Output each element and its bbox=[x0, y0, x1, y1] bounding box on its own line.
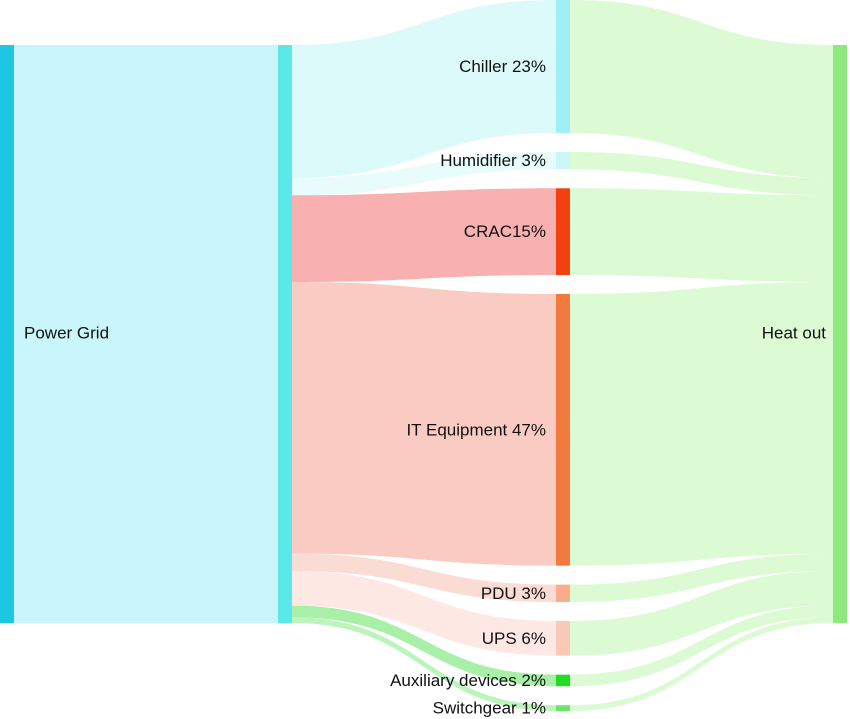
node-label: Humidifier 3% bbox=[440, 151, 546, 170]
node bbox=[556, 0, 570, 133]
flow bbox=[292, 151, 556, 196]
flow bbox=[292, 570, 556, 656]
node-label: Chiller 23% bbox=[459, 57, 546, 76]
source-flow bbox=[14, 45, 278, 623]
sink-node bbox=[833, 45, 847, 623]
node bbox=[556, 151, 570, 170]
node-label: IT Equipment 47% bbox=[406, 420, 546, 439]
node-label: CRAC15% bbox=[464, 222, 546, 241]
flow bbox=[292, 553, 556, 602]
source-label: Power Grid bbox=[24, 323, 109, 342]
flow bbox=[570, 570, 833, 656]
flow bbox=[292, 281, 556, 566]
node-label: Switchgear 1% bbox=[433, 699, 546, 718]
flow bbox=[292, 605, 556, 687]
node-label: PDU 3% bbox=[481, 584, 546, 603]
flow bbox=[292, 617, 556, 711]
node bbox=[556, 293, 570, 566]
node-label: Auxiliary devices 2% bbox=[390, 671, 546, 690]
flow bbox=[570, 151, 833, 196]
flow bbox=[570, 188, 833, 282]
labels: Power Grid Heat out Chiller 23% Humidifie… bbox=[24, 57, 826, 718]
flow bbox=[570, 0, 833, 178]
node bbox=[556, 584, 570, 602]
sink-label: Heat out bbox=[762, 323, 827, 342]
flow bbox=[292, 188, 556, 282]
flow bbox=[292, 0, 556, 178]
flows bbox=[14, 0, 833, 711]
hub-node bbox=[278, 45, 292, 623]
node bbox=[556, 674, 570, 687]
node bbox=[556, 620, 570, 656]
flow bbox=[570, 281, 833, 566]
flow bbox=[570, 617, 833, 711]
flow bbox=[570, 605, 833, 687]
node bbox=[556, 705, 570, 711]
node-label: UPS 6% bbox=[482, 629, 546, 648]
node bbox=[556, 188, 570, 275]
flow bbox=[570, 553, 833, 602]
source-node bbox=[0, 45, 14, 623]
